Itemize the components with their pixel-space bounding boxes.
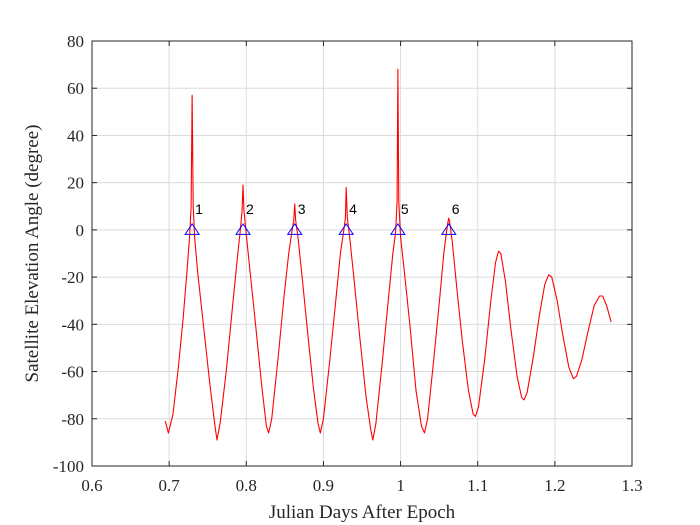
pass-marker-triangle (338, 222, 355, 235)
x-tick-label: 1.1 (467, 476, 488, 495)
pass-marker-label: 6 (452, 201, 460, 217)
x-tick-label: 0.7 (159, 476, 181, 495)
elevation-series-line (164, 68, 612, 441)
plot-area-border (91, 40, 633, 467)
pass-marker-label: 3 (298, 201, 306, 217)
pass-marker-label: 5 (401, 201, 409, 217)
y-tick-label: -40 (61, 315, 84, 334)
x-tick-label: 1 (396, 476, 405, 495)
pass-marker-triangle (440, 222, 457, 235)
pass-marker-triangle (184, 222, 201, 235)
y-tick-label: 60 (67, 79, 84, 98)
pass-marker-label: 4 (349, 201, 357, 217)
y-tick-label: 0 (76, 221, 85, 240)
x-tick-label: 1.2 (544, 476, 565, 495)
x-axis-ticks: 0.6 0.7 0.8 0.9 1 1.1 1.2 1.3 (81, 41, 643, 495)
series-layer (164, 68, 612, 441)
y-tick-label: -20 (61, 268, 84, 287)
x-tick-label: 1.3 (621, 476, 642, 495)
pass-marker-triangle (286, 222, 303, 235)
pass-marker-label: 1 (195, 201, 203, 217)
y-tick-label: -100 (53, 457, 84, 476)
x-tick-label: 0.6 (81, 476, 102, 495)
pass-marker-triangle (235, 222, 251, 235)
x-tick-label: 0.8 (236, 476, 257, 495)
y-tick-label: -60 (61, 363, 84, 382)
y-tick-label: -80 (61, 410, 84, 429)
y-tick-label: 20 (67, 174, 84, 193)
pass-marker-label: 2 (246, 201, 254, 217)
y-axis-ticks: -100 -80 -60 -40 -20 0 20 40 60 80 (53, 32, 632, 476)
x-axis-label: Julian Days After Epoch (269, 502, 456, 523)
pass-marker-triangle (389, 222, 406, 235)
y-tick-label: 80 (67, 32, 84, 51)
y-axis-label: Satellite Elevation Angle (degree) (22, 125, 43, 383)
pass-markers: 1 2 3 4 5 6 (184, 201, 460, 235)
x-tick-label: 0.9 (313, 476, 334, 495)
y-tick-label: 40 (67, 126, 84, 145)
